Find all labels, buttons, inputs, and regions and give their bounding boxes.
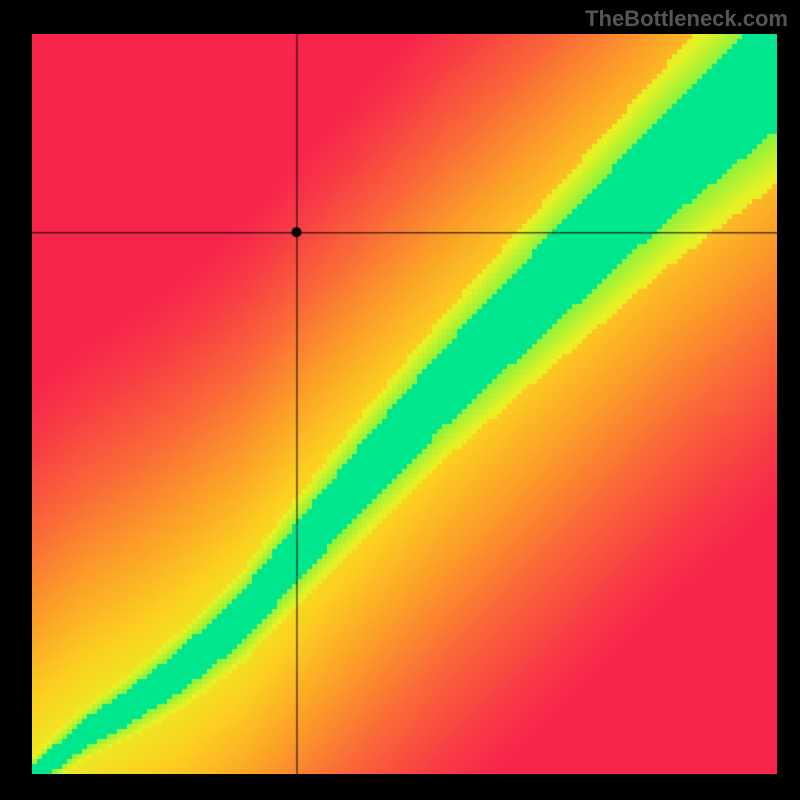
attribution-text: TheBottleneck.com	[585, 6, 788, 32]
chart-container: TheBottleneck.com	[0, 0, 800, 800]
heatmap-canvas	[32, 34, 777, 774]
heatmap-plot	[32, 34, 777, 774]
